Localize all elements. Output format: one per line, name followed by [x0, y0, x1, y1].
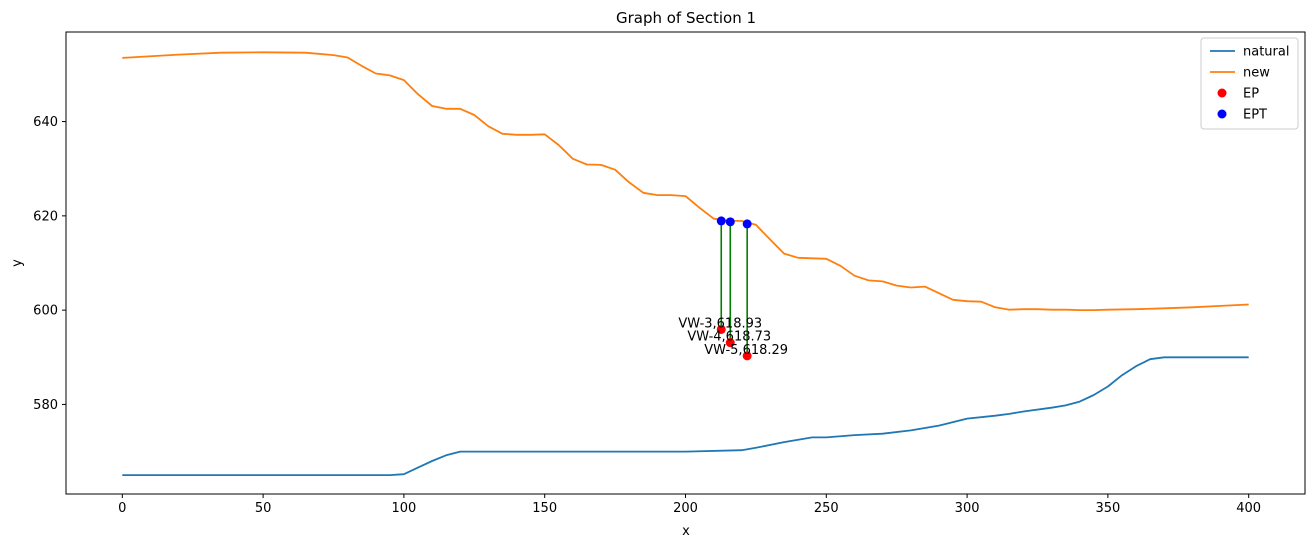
legend-swatch-ept — [1217, 109, 1227, 119]
x-tick-label: 400 — [1236, 501, 1261, 516]
y-tick-label: 600 — [33, 304, 58, 319]
marker-ept — [725, 217, 735, 227]
annotation-label: VW-5,618.29 — [704, 343, 788, 358]
series-line-natural — [122, 356, 1249, 476]
marker-ept — [716, 216, 726, 226]
marker-ep — [742, 351, 752, 361]
marker-ept — [742, 219, 752, 229]
y-axis-label: y — [10, 259, 25, 267]
x-tick-label: 50 — [255, 501, 272, 516]
x-tick-label: 200 — [673, 501, 698, 516]
x-tick-label: 350 — [1095, 501, 1120, 516]
plot-area: 0 50 100 150 200 250 300 350 400 580 600 620 640 VW-3… — [33, 31, 1306, 516]
x-tick-label: 0 — [118, 501, 126, 516]
x-tick-label: 150 — [532, 501, 557, 516]
legend-label: EP — [1243, 87, 1259, 102]
x-tick-label: 300 — [955, 501, 980, 516]
x-axis-label: x — [682, 524, 690, 539]
legend-swatch-ep — [1217, 88, 1227, 98]
series-line-new — [122, 51, 1249, 311]
legend-label: natural — [1243, 45, 1289, 60]
legend-label: new — [1243, 66, 1270, 81]
marker-ep — [725, 338, 735, 348]
y-tick-label: 620 — [33, 209, 58, 224]
chart-title: Graph of Section 1 — [616, 9, 756, 27]
legend-box — [1200, 37, 1299, 130]
marker-ep — [716, 324, 726, 334]
y-tick-label: 640 — [33, 115, 58, 130]
x-tick-label: 250 — [814, 501, 839, 516]
legend-label: EPT — [1243, 108, 1267, 123]
y-tick-label: 580 — [33, 398, 58, 413]
axes-frame — [65, 31, 1306, 495]
annotation-label: VW-3,618.93 — [678, 316, 762, 331]
annotation-label: VW-4,618.73 — [687, 330, 771, 345]
x-tick-label: 100 — [391, 501, 416, 516]
